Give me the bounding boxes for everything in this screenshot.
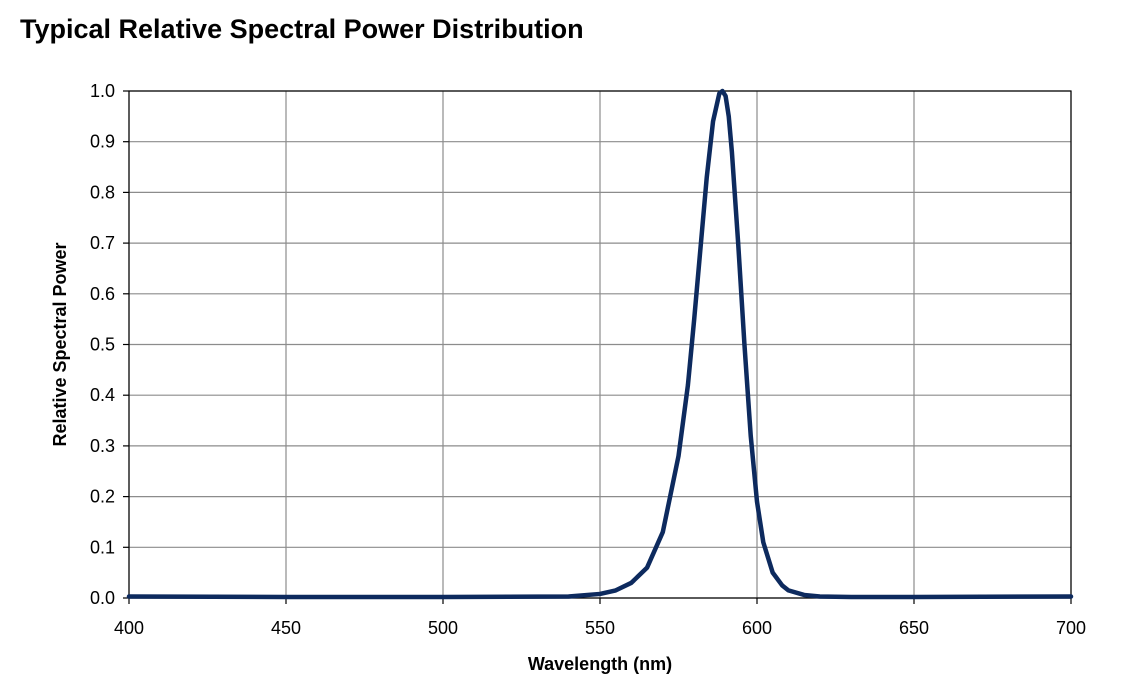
series-line	[126, 88, 1074, 600]
y-tick-label: 0.9	[90, 132, 115, 152]
y-axis-label: Relative Spectral Power	[50, 242, 70, 446]
x-tick-label: 400	[114, 618, 144, 638]
y-tick-label: 0.5	[90, 335, 115, 355]
y-tick-label: 0.2	[90, 487, 115, 507]
x-tick-label: 700	[1056, 618, 1086, 638]
x-tick-label: 550	[585, 618, 615, 638]
chart-title: Typical Relative Spectral Power Distribu…	[20, 14, 584, 44]
y-tick-label: 0.1	[90, 537, 115, 557]
y-axis-ticks: 0.0 0.1 0.2 0.3 0.4 0.5 0.6 0.7 0.8 0.9 1.0	[90, 81, 129, 608]
y-tick-label: 0.8	[90, 182, 115, 202]
x-axis-label: Wavelength (nm)	[528, 654, 672, 674]
grid	[128, 90, 1072, 599]
x-tick-label: 450	[271, 618, 301, 638]
y-tick-label: 0.7	[90, 233, 115, 253]
y-tick-label: 0.3	[90, 436, 115, 456]
x-tick-label: 650	[899, 618, 929, 638]
y-tick-label: 0.4	[90, 385, 115, 405]
x-axis-ticks: 400 450 500 550 600 650 700	[114, 598, 1086, 638]
x-tick-label: 600	[742, 618, 772, 638]
y-tick-label: 0.6	[90, 284, 115, 304]
y-tick-label: 0.0	[90, 588, 115, 608]
x-tick-label: 500	[428, 618, 458, 638]
y-tick-label: 1.0	[90, 81, 115, 101]
